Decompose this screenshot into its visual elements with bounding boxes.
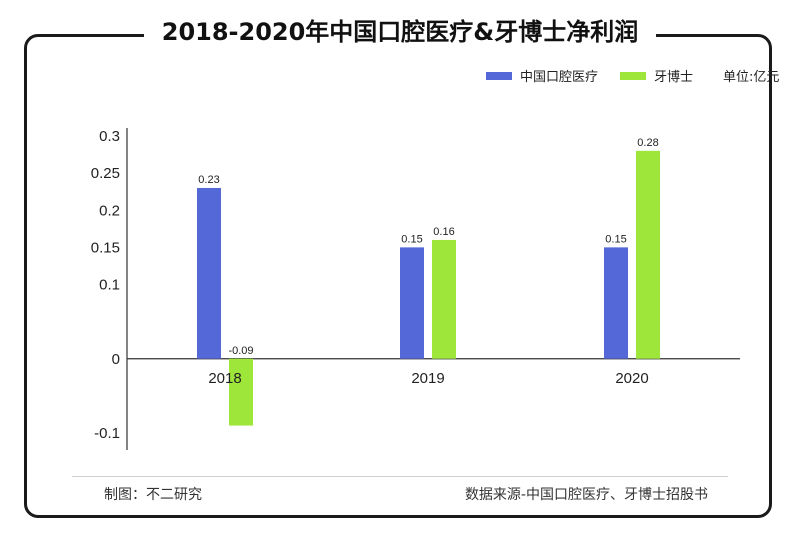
x-tick-label: 2019: [411, 370, 444, 387]
legend-swatch-series1: [486, 71, 512, 80]
data-label: 0.23: [198, 174, 219, 186]
data-label: 0.15: [401, 233, 422, 245]
y-tick-label: 0.25: [91, 165, 120, 182]
title-wrap: 2018-2020年中国口腔医疗&牙博士净利润: [0, 12, 800, 52]
legend-swatch-series2: [620, 71, 647, 80]
data-label: -0.09: [228, 345, 253, 357]
legend-label-series2: 牙博士: [654, 70, 694, 85]
legend: 中国口腔医疗 牙博士 单位:亿元: [486, 66, 779, 85]
data-label: 0.15: [605, 233, 626, 245]
bar-series1: [197, 187, 221, 359]
bar-series1: [400, 247, 424, 359]
x-tick-label: 2018: [208, 370, 241, 387]
legend-item-series1: 中国口腔医疗: [486, 66, 598, 85]
bar-series2: [229, 358, 253, 426]
bar-series1: [604, 247, 628, 359]
y-tick-label: 0: [112, 351, 120, 368]
legend-label-series1: 中国口腔医疗: [520, 70, 599, 85]
y-tick-label: 0.2: [99, 202, 120, 219]
maker-credit: 制图：不二研究: [104, 487, 202, 503]
y-tick-label: 0.15: [91, 239, 120, 256]
legend-item-series2: 牙博士: [620, 66, 693, 85]
y-tick-label: 0.1: [99, 277, 120, 294]
data-label: 0.28: [637, 137, 658, 149]
unit-label: 单位:亿元: [723, 70, 780, 85]
bar-series2: [636, 150, 660, 359]
bar-series2: [432, 239, 456, 359]
x-tick-label: 2020: [615, 370, 648, 387]
data-source: 数据来源-中国口腔医疗、牙博士招股书: [464, 487, 708, 503]
data-label: 0.16: [433, 226, 454, 238]
y-tick-label: -0.1: [94, 425, 120, 442]
footer-divider: [72, 476, 728, 477]
chart-title: 2018-2020年中国口腔医疗&牙博士净利润: [143, 12, 657, 52]
y-tick-label: 0.3: [99, 128, 120, 145]
